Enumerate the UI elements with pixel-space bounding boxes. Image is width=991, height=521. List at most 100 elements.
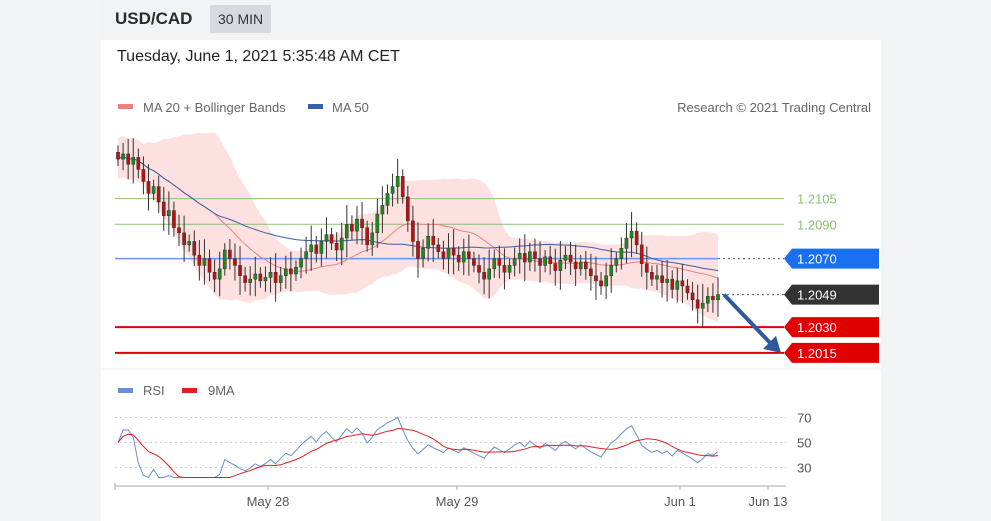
candle-44 — [339, 222, 344, 266]
candle-43 — [334, 232, 339, 261]
candle-79 — [517, 238, 522, 274]
candle-body — [202, 258, 207, 266]
candle-11 — [172, 201, 176, 237]
chart-header: USD/CAD 30 MIN — [101, 0, 881, 40]
rsi-legend-label: RSI — [143, 383, 165, 398]
candle-body — [263, 277, 268, 282]
candle-72 — [482, 257, 486, 295]
candle-101 — [629, 211, 634, 258]
candle-body — [477, 265, 481, 273]
candle-49 — [365, 220, 369, 252]
candle-body — [426, 236, 430, 249]
candle-body — [294, 266, 298, 275]
candle-body — [151, 186, 156, 194]
candle-body — [609, 265, 614, 276]
candle-19 — [212, 259, 217, 293]
level-tag-3 — [784, 284, 879, 305]
candle-39 — [314, 235, 319, 263]
candle-2 — [126, 138, 130, 180]
candle-body — [329, 234, 334, 244]
level-label-1: 1.2090 — [797, 217, 837, 232]
candle-body — [121, 153, 125, 160]
candle-body — [400, 176, 405, 198]
candle-body — [228, 249, 232, 259]
candle-body — [507, 265, 512, 273]
candle-body — [248, 278, 253, 283]
candle-body — [563, 254, 568, 261]
candle-70 — [472, 251, 476, 273]
candle-115 — [700, 283, 705, 328]
candle-54 — [390, 173, 395, 207]
candle-body — [594, 275, 598, 282]
candle-50 — [370, 221, 375, 256]
candle-61 — [426, 223, 430, 262]
candle-body — [528, 251, 532, 263]
candle-body — [599, 280, 603, 287]
candle-body — [441, 251, 446, 259]
candle-24 — [238, 246, 242, 295]
candle-86 — [553, 248, 558, 286]
candle-87 — [558, 241, 563, 290]
candle-30 — [268, 257, 273, 293]
candle-body — [182, 232, 186, 246]
candle-body — [522, 253, 527, 263]
candle-body — [497, 258, 502, 266]
level-label-0: 1.2105 — [797, 192, 837, 207]
candle-12 — [177, 214, 181, 246]
time-axis: May 28 May 29 Jun 1 Jun 13 — [114, 483, 788, 509]
timeframe-badge[interactable]: 30 MIN — [210, 5, 272, 33]
candle-body — [136, 157, 141, 170]
candle-body — [558, 260, 563, 271]
candle-99 — [619, 237, 624, 270]
candle-64 — [441, 240, 446, 270]
candle-21 — [222, 243, 227, 276]
candle-46 — [350, 215, 354, 241]
candle-22 — [228, 239, 232, 270]
level-tag-4 — [784, 317, 879, 338]
candle-body — [624, 237, 629, 249]
candle-13 — [182, 215, 186, 262]
candle-116 — [706, 287, 710, 313]
candle-body — [334, 242, 339, 251]
candle-112 — [685, 279, 690, 300]
candle-75 — [497, 245, 502, 279]
candle-6 — [146, 164, 151, 211]
candle-body — [517, 253, 522, 259]
candle-91 — [578, 255, 583, 276]
candle-body — [604, 275, 608, 287]
candle-36 — [299, 247, 303, 279]
candle-77 — [507, 258, 512, 280]
candle-body — [360, 218, 364, 228]
candle-body — [172, 210, 176, 228]
candle-body — [375, 213, 380, 234]
candle-69 — [467, 234, 471, 276]
candle-body — [680, 280, 685, 287]
candle-34 — [289, 251, 293, 292]
copyright-text: Research © 2021 Trading Central — [677, 100, 871, 115]
candle-body — [512, 258, 517, 266]
candle-body — [233, 258, 237, 266]
candle-66 — [451, 229, 456, 275]
candle-97 — [609, 248, 614, 293]
candle-body — [553, 263, 558, 271]
candle-65 — [446, 233, 451, 274]
candle-57 — [406, 185, 410, 232]
candle-100 — [624, 222, 629, 264]
candle-body — [177, 227, 181, 234]
candle-3 — [131, 138, 136, 184]
candle-body — [146, 181, 151, 194]
candle-47 — [355, 206, 359, 245]
level-tag-2 — [784, 248, 879, 269]
candle-20 — [217, 251, 222, 297]
candle-body — [711, 296, 715, 300]
candle-107 — [660, 260, 664, 298]
candle-98 — [614, 251, 619, 273]
candle-body — [502, 265, 507, 273]
candle-body — [548, 256, 553, 264]
candle-80 — [522, 234, 527, 282]
candle-32 — [278, 266, 283, 292]
candle-body — [355, 218, 359, 232]
candle-body — [278, 275, 283, 283]
candle-body — [467, 251, 471, 259]
